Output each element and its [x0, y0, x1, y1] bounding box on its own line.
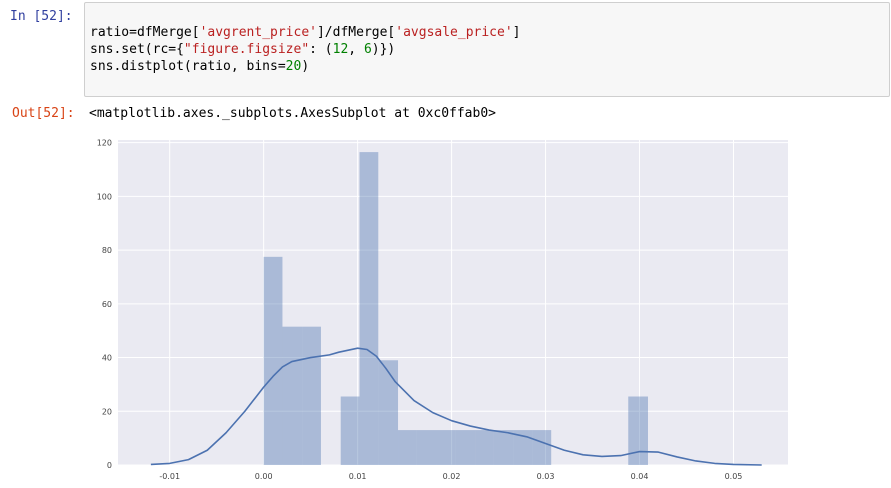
kde-line [150, 347, 762, 466]
histogram-bar [398, 430, 417, 465]
code-editor[interactable]: ratio=dfMerge['avgrent_price']/dfMerge['… [90, 24, 521, 75]
histogram-bar [455, 430, 476, 465]
code-token: 'avgsale_price' [395, 25, 513, 40]
output-prompt: Out[52]: [12, 106, 75, 121]
code-token: ]/dfMerge[ [316, 25, 396, 40]
code-token: 20 [285, 59, 302, 74]
code-token: , [348, 42, 364, 57]
x-tick-label: 0.01 [349, 472, 367, 481]
code-token: 12 [332, 42, 349, 57]
x-tick-label: 0.05 [725, 472, 743, 481]
code-token: ) [301, 59, 310, 74]
x-tick-label: 0.02 [443, 472, 461, 481]
histogram-bars [263, 152, 648, 465]
x-tick-label: 0.03 [537, 472, 555, 481]
y-tick-labels: 0 20 40 60 80 100 120 [97, 139, 112, 470]
histogram-bar [282, 326, 303, 465]
histogram-bar [493, 430, 514, 465]
code-token: ] [512, 25, 521, 40]
code-token: sns.set(rc={ [90, 42, 184, 57]
y-tick-label: 20 [102, 407, 112, 416]
code-token: ratio=dfMerge[ [90, 25, 200, 40]
histogram-bar [263, 256, 283, 465]
x-tick-label: -0.01 [159, 472, 180, 481]
code-token: "figure.figsize" [183, 42, 310, 57]
x-tick-labels: -0.01 0.00 0.01 0.02 0.03 0.04 0.05 [159, 472, 742, 481]
grid-lines [118, 140, 788, 466]
code-token: : ( [309, 42, 333, 57]
histogram-bar [628, 396, 648, 465]
code-token: 6 [363, 42, 372, 57]
input-prompt: In [52]: [10, 9, 73, 24]
y-tick-label: 100 [97, 192, 112, 201]
code-token: sns.distplot(ratio, bins= [90, 59, 286, 74]
y-tick-label: 0 [107, 461, 112, 470]
histogram-bar [532, 430, 552, 465]
histogram-bar [340, 396, 360, 465]
y-tick-label: 40 [102, 354, 112, 363]
histogram-bar [416, 430, 437, 465]
x-tick-label: 0.04 [631, 472, 649, 481]
histogram-bar [378, 360, 399, 465]
y-tick-label: 120 [97, 139, 112, 148]
code-token: 'avgrent_price' [199, 25, 317, 40]
histogram-bar [475, 430, 494, 465]
plot-area [118, 140, 788, 465]
y-tick-label: 80 [102, 246, 112, 255]
histogram-bar [436, 430, 456, 465]
histogram-bar [302, 326, 321, 465]
histogram-bar [359, 152, 379, 465]
output-text: <matplotlib.axes._subplots.AxesSubplot a… [89, 106, 496, 121]
code-cell-input[interactable]: ratio=dfMerge['avgrent_price']/dfMerge['… [84, 2, 890, 97]
code-token: )}) [371, 42, 396, 57]
y-tick-label: 60 [102, 300, 112, 309]
histogram-bar [513, 430, 533, 465]
x-tick-label: 0.00 [255, 472, 273, 481]
